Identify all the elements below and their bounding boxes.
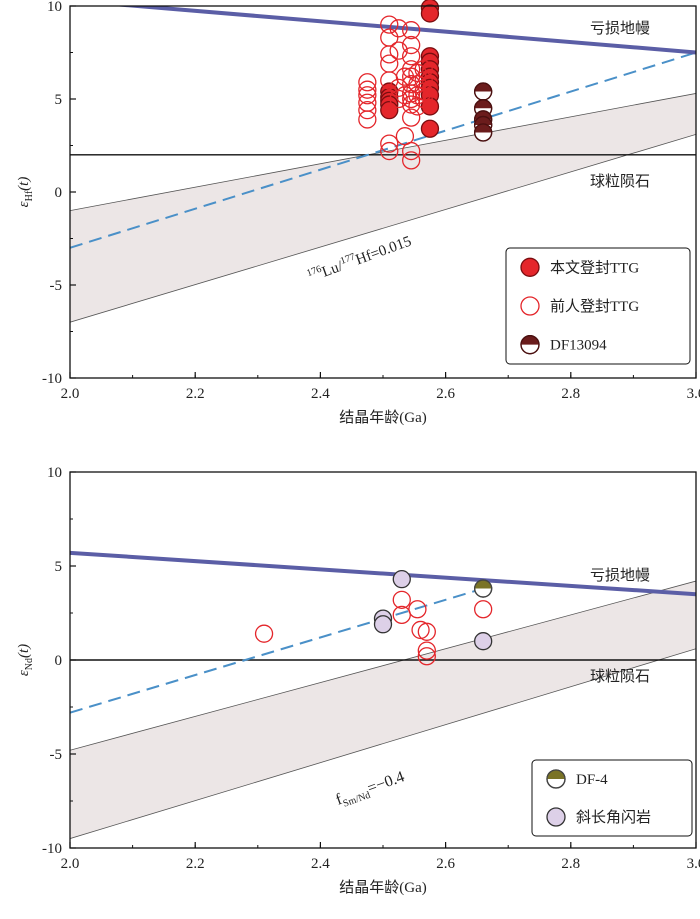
data-point-s1-14 bbox=[389, 41, 408, 60]
x-tick-label: 2.8 bbox=[561, 856, 580, 872]
data-point-s0-15 bbox=[380, 101, 399, 120]
data-point-s1-20 bbox=[402, 21, 421, 40]
band-lower-line bbox=[70, 648, 696, 839]
legend-marker bbox=[546, 769, 566, 789]
chondrite-label: 球粒陨石 bbox=[590, 668, 650, 685]
data-point-s1-39 bbox=[414, 89, 433, 109]
legend-entry-label: 斜长角闪岩 bbox=[576, 809, 651, 826]
legend-marker bbox=[520, 296, 540, 316]
data-point-s1-12 bbox=[380, 141, 399, 161]
x-tick-label: 3.0 bbox=[687, 386, 700, 402]
x-tick-label: 2.4 bbox=[311, 386, 330, 402]
legend-box bbox=[531, 759, 693, 837]
data-point-s1-8 bbox=[380, 45, 399, 64]
y-tick-label: 0 bbox=[55, 653, 63, 669]
legend-marker bbox=[520, 257, 540, 277]
data-point-s1-36 bbox=[414, 60, 433, 79]
data-point-s1-22 bbox=[402, 47, 421, 66]
x-tick-label: 2.2 bbox=[186, 856, 205, 872]
data-point-s2-1 bbox=[373, 615, 393, 634]
depleted-mantle-line bbox=[112, 6, 696, 55]
data-point-s1-21 bbox=[402, 35, 421, 55]
legend: DF-4 斜长角闪岩 bbox=[531, 759, 693, 837]
x-tick-label: 3.0 bbox=[687, 856, 700, 872]
x-tick-label: 2.0 bbox=[61, 856, 80, 872]
panel-nd: 10 5 0 -5 -102.0 2.2 2.4 2.6 2.8 3.0 结晶年龄(Ga) εNd(t… bbox=[16, 465, 700, 896]
data-point-s1-4 bbox=[358, 101, 377, 120]
data-point-s0-5 bbox=[417, 622, 436, 641]
y-tick-label: -5 bbox=[50, 747, 63, 763]
chondrite-label: 球粒陨石 bbox=[590, 173, 650, 190]
data-point-s1-13 bbox=[389, 19, 408, 38]
chondrite-band bbox=[70, 93, 696, 323]
data-point-s0-1 bbox=[420, 4, 440, 23]
band-upper-line bbox=[70, 93, 696, 211]
legend-entry-label: 本文登封TTG bbox=[550, 259, 639, 276]
data-point-s0-4 bbox=[411, 620, 430, 640]
data-point-s1-5 bbox=[358, 110, 377, 129]
legend-marker bbox=[546, 807, 566, 827]
x-tick-label: 2.2 bbox=[186, 386, 205, 402]
evolution-line-label: fSm/Nd=−0.4 bbox=[334, 768, 408, 811]
data-point-s2-3 bbox=[474, 632, 493, 651]
y-axis-label: εHf(t) bbox=[16, 177, 35, 208]
y-tick-label: 5 bbox=[55, 559, 63, 575]
data-point-s1-0 bbox=[358, 73, 377, 92]
data-point-s2-0 bbox=[474, 82, 493, 101]
evolution-line bbox=[70, 587, 484, 714]
data-point-s0-1 bbox=[392, 590, 411, 609]
x-tick-label: 2.6 bbox=[436, 386, 455, 402]
y-tick-label: 10 bbox=[47, 0, 62, 15]
data-point-s0-10 bbox=[420, 119, 440, 138]
x-tick-label: 2.8 bbox=[561, 386, 580, 402]
y-tick-label: 0 bbox=[55, 185, 63, 201]
data-point-s0-7 bbox=[417, 647, 436, 666]
depleted-mantle-line bbox=[70, 550, 696, 597]
data-point-s1-30 bbox=[402, 141, 421, 161]
chondrite-band bbox=[70, 581, 696, 839]
data-point-s1-11 bbox=[380, 134, 399, 153]
data-point-s1-38 bbox=[414, 82, 433, 101]
x-tick-label: 2.6 bbox=[436, 856, 455, 872]
data-point-s1-29 bbox=[402, 108, 421, 127]
data-point-s0-3 bbox=[408, 600, 427, 619]
data-point-s1-31 bbox=[402, 151, 421, 170]
x-tick-label: 2.4 bbox=[311, 856, 330, 872]
data-point-s2-2 bbox=[392, 570, 411, 589]
legend-entry-label: 前人登封TTG bbox=[550, 298, 639, 315]
data-point-s1-15 bbox=[389, 78, 408, 97]
y-tick-label: 5 bbox=[55, 92, 63, 108]
panel-hf: 10 5 0 -5 -102.0 2.2 2.4 2.6 2.8 3.0 结晶年龄(Ga) εHf(t… bbox=[16, 0, 700, 426]
y-tick-label: -5 bbox=[50, 278, 63, 294]
y-tick-label: -10 bbox=[42, 371, 62, 387]
data-point-s1-2 bbox=[358, 86, 377, 105]
legend-entry-label: DF13094 bbox=[550, 338, 607, 354]
x-axis-label: 结晶年龄(Ga) bbox=[339, 409, 426, 426]
data-point-s0-8 bbox=[474, 600, 493, 619]
data-point-s0-6 bbox=[417, 641, 436, 660]
data-point-s1-6 bbox=[380, 15, 399, 34]
y-axis-label: εNd(t) bbox=[16, 644, 35, 676]
data-point-s1-0 bbox=[474, 579, 493, 598]
band-upper-line bbox=[70, 580, 696, 751]
band-lower-line bbox=[70, 133, 696, 323]
x-axis-label: 结晶年龄(Ga) bbox=[339, 879, 426, 896]
data-point-s1-37 bbox=[414, 71, 433, 90]
data-point-s1-3 bbox=[358, 93, 377, 112]
data-point-s0-0 bbox=[254, 624, 274, 643]
legend-box bbox=[505, 247, 691, 365]
data-point-s2-4 bbox=[474, 123, 493, 142]
y-tick-label: -10 bbox=[42, 841, 62, 857]
legend: 本文登封TTG 前人登封TTG DF13094 bbox=[505, 247, 691, 365]
depleted-mantle-label: 亏损地幔 bbox=[590, 567, 650, 584]
legend-entry-label: DF-4 bbox=[576, 772, 608, 788]
depleted-mantle-label: 亏损地幔 bbox=[590, 20, 650, 37]
x-tick-label: 2.0 bbox=[61, 386, 80, 402]
legend-marker bbox=[520, 335, 540, 355]
y-tick-label: 10 bbox=[47, 465, 62, 481]
data-point-s1-1 bbox=[358, 80, 377, 99]
